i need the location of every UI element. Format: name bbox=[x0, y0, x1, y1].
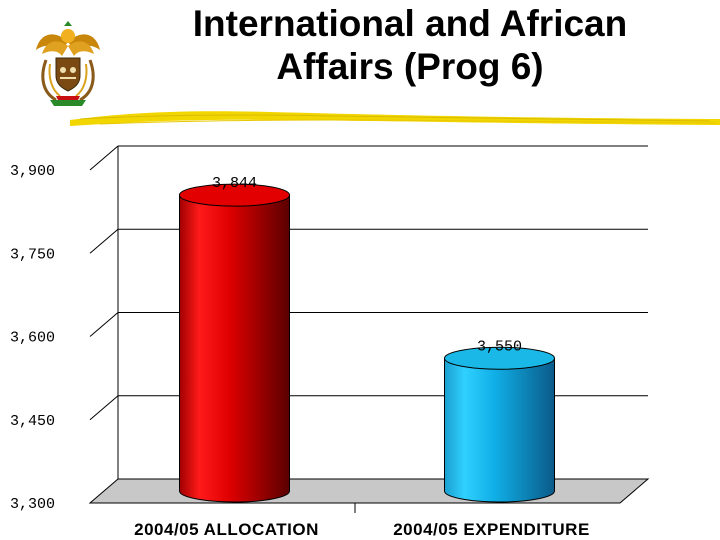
gridline-diagonal bbox=[89, 145, 119, 171]
y-tick-label: 3,600 bbox=[10, 330, 55, 347]
bar-body bbox=[444, 357, 555, 503]
category-labels: 2004/05 ALLOCATION 2004/05 EXPENDITURE bbox=[134, 503, 590, 539]
data-label: 3,550 bbox=[477, 338, 522, 355]
gridlines bbox=[89, 145, 648, 421]
bar bbox=[179, 183, 290, 503]
gridline-diagonal bbox=[89, 312, 119, 337]
bars bbox=[179, 183, 555, 503]
chart-floor bbox=[88, 478, 650, 504]
bar-top bbox=[444, 346, 555, 370]
slide-title: International and African Affairs (Prog … bbox=[150, 2, 670, 88]
y-tick-label: 3,300 bbox=[10, 496, 55, 513]
category-label: 2004/05 EXPENDITURE bbox=[393, 520, 590, 539]
y-tick-label: 3,900 bbox=[10, 163, 55, 180]
coat-of-arms-icon bbox=[36, 21, 100, 106]
title-underline-stroke bbox=[70, 111, 720, 126]
slide-title-line-2: Affairs (Prog 6) bbox=[276, 46, 544, 87]
gridline-diagonal bbox=[89, 395, 119, 421]
data-label: 3,844 bbox=[212, 175, 257, 192]
y-axis-ticks: 3,300 3,450 3,600 3,750 3,900 bbox=[10, 163, 55, 513]
bar-top bbox=[179, 183, 290, 207]
category-label: 2004/05 ALLOCATION bbox=[134, 520, 319, 539]
bar-body bbox=[179, 194, 290, 503]
gridline-diagonal bbox=[89, 228, 119, 254]
data-labels: 3,844 3,550 bbox=[212, 175, 522, 355]
slide-title-line-1: International and African bbox=[192, 3, 628, 44]
floor-plane bbox=[88, 478, 650, 504]
y-tick-label: 3,750 bbox=[10, 246, 55, 263]
y-tick-label: 3,450 bbox=[10, 413, 55, 430]
bar bbox=[444, 346, 555, 503]
